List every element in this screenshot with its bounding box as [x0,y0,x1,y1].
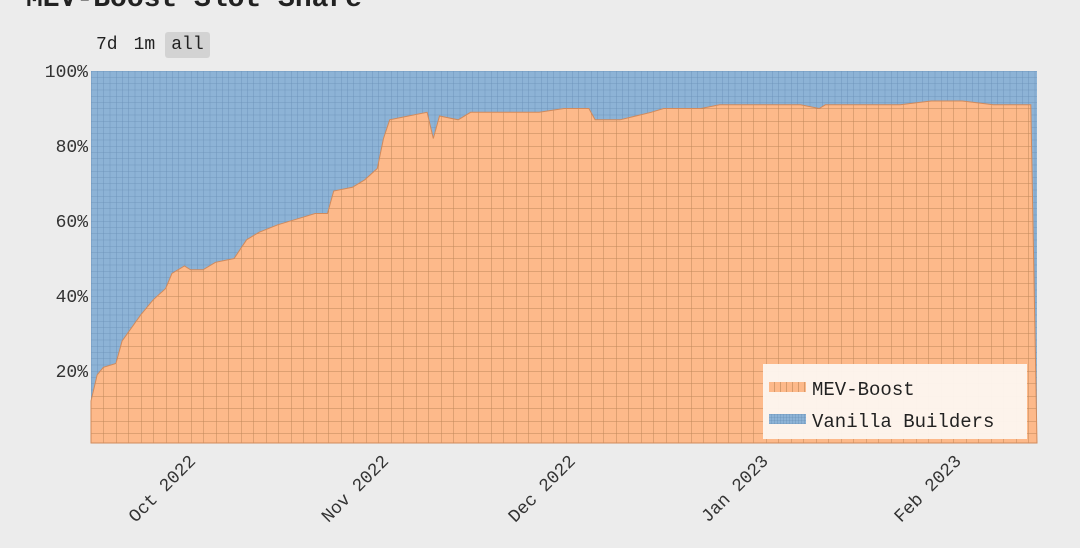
range-button-all[interactable]: all [165,32,210,58]
range-selector: 7d 1m all [90,32,210,58]
chart-title: MEV-Boost Slot Share [26,0,362,15]
legend-swatch-mev-boost [769,382,806,392]
range-button-7d[interactable]: 7d [96,35,118,55]
y-tick-label: 40% [56,288,89,308]
x-tick-label: Oct 2022 [126,452,201,527]
y-tick-label: 80% [56,138,89,158]
y-tick-label: 60% [56,213,89,233]
legend-box [763,364,1027,439]
area-mev-boost [90,100,1038,444]
legend: MEV-Boost Vanilla Builders [763,364,1027,439]
x-tick-label: Feb 2023 [891,452,966,527]
y-tick-label: 20% [56,363,89,383]
x-tick-label: Nov 2022 [319,452,394,527]
x-tick-label: Jan 2023 [698,452,773,527]
y-tick-label: 100% [45,63,88,83]
legend-swatch-vanilla-builders [769,414,806,424]
range-button-1m[interactable]: 1m [133,35,156,55]
legend-label-mev-boost[interactable]: MEV-Boost [812,379,915,401]
x-tick-label: Dec 2022 [505,452,580,527]
legend-label-vanilla-builders[interactable]: Vanilla Builders [812,411,994,433]
